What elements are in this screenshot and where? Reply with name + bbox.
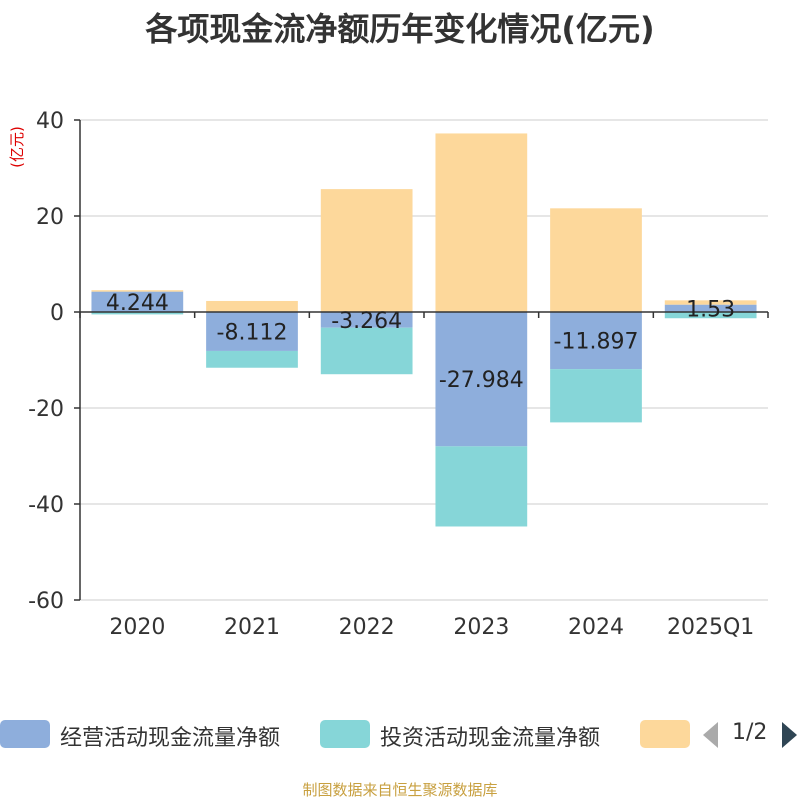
y-tick-label: 20 <box>36 205 64 230</box>
bar-segment <box>91 290 184 292</box>
y-tick-label: -20 <box>28 397 64 422</box>
bar-segment <box>664 304 757 312</box>
y-tick-label: -60 <box>28 589 64 614</box>
bar-segment <box>91 312 184 315</box>
data-label: 1.53 <box>686 297 735 322</box>
data-label: -11.897 <box>554 330 639 355</box>
bar-segment <box>664 312 757 319</box>
legend-label-investing: 投资活动现金流量净额 <box>380 726 601 751</box>
data-label: -27.984 <box>439 368 524 393</box>
triangle-right-icon[interactable] <box>778 720 800 750</box>
legend-swatch-operating <box>0 720 50 748</box>
y-tick-label: 40 <box>36 109 64 134</box>
bar-segment <box>435 446 528 527</box>
legend-item-investing[interactable]: 投资活动现金流量净额 <box>320 718 625 751</box>
triangle-left-icon[interactable] <box>700 720 722 750</box>
legend-pager-text: 1/2 <box>732 720 768 745</box>
bar-segment <box>664 300 757 305</box>
x-tick-label: 2020 <box>109 615 165 640</box>
data-source-note: 制图数据来自恒生聚源数据库 <box>302 781 498 799</box>
bar-segment <box>550 208 642 312</box>
y-tick-label: 0 <box>50 301 64 326</box>
bar-segment <box>435 312 528 447</box>
legend-label-operating: 经营活动现金流量净额 <box>60 726 281 751</box>
data-label: -3.264 <box>331 309 402 334</box>
y-tick-label: -40 <box>28 493 64 518</box>
bar-segment <box>320 189 413 312</box>
bar-chart: 40 20 0 -20 -40 -60 (亿元) 4.244 -8.112 -3.264 -27.9… <box>8 109 769 640</box>
bar-segment <box>91 291 184 312</box>
legend-swatch-financing <box>640 720 690 748</box>
x-tick-label: 2023 <box>453 615 509 640</box>
bar-segment <box>320 312 413 328</box>
bar-segment <box>206 300 298 312</box>
x-tick-label: 2021 <box>224 615 280 640</box>
legend-item-operating[interactable]: 经营活动现金流量净额 <box>0 718 305 751</box>
data-label: -8.112 <box>217 320 288 345</box>
x-tick-label: 2024 <box>568 615 624 640</box>
bar-segment <box>206 350 298 368</box>
bar-segment <box>320 327 413 375</box>
legend-item-financing[interactable] <box>640 718 690 750</box>
bar-segment <box>550 369 642 423</box>
y-axis-label: (亿元) <box>8 126 26 168</box>
bar-segment <box>206 312 298 351</box>
bar-segment <box>435 133 528 312</box>
chart-title: 各项现金流净额历年变化情况(亿元) <box>145 10 655 48</box>
data-label: 4.244 <box>106 291 169 316</box>
legend-swatch-investing <box>320 720 370 748</box>
bar-segment <box>550 312 642 370</box>
x-tick-label: 2022 <box>339 615 395 640</box>
x-tick-label: 2025Q1 <box>667 615 754 640</box>
